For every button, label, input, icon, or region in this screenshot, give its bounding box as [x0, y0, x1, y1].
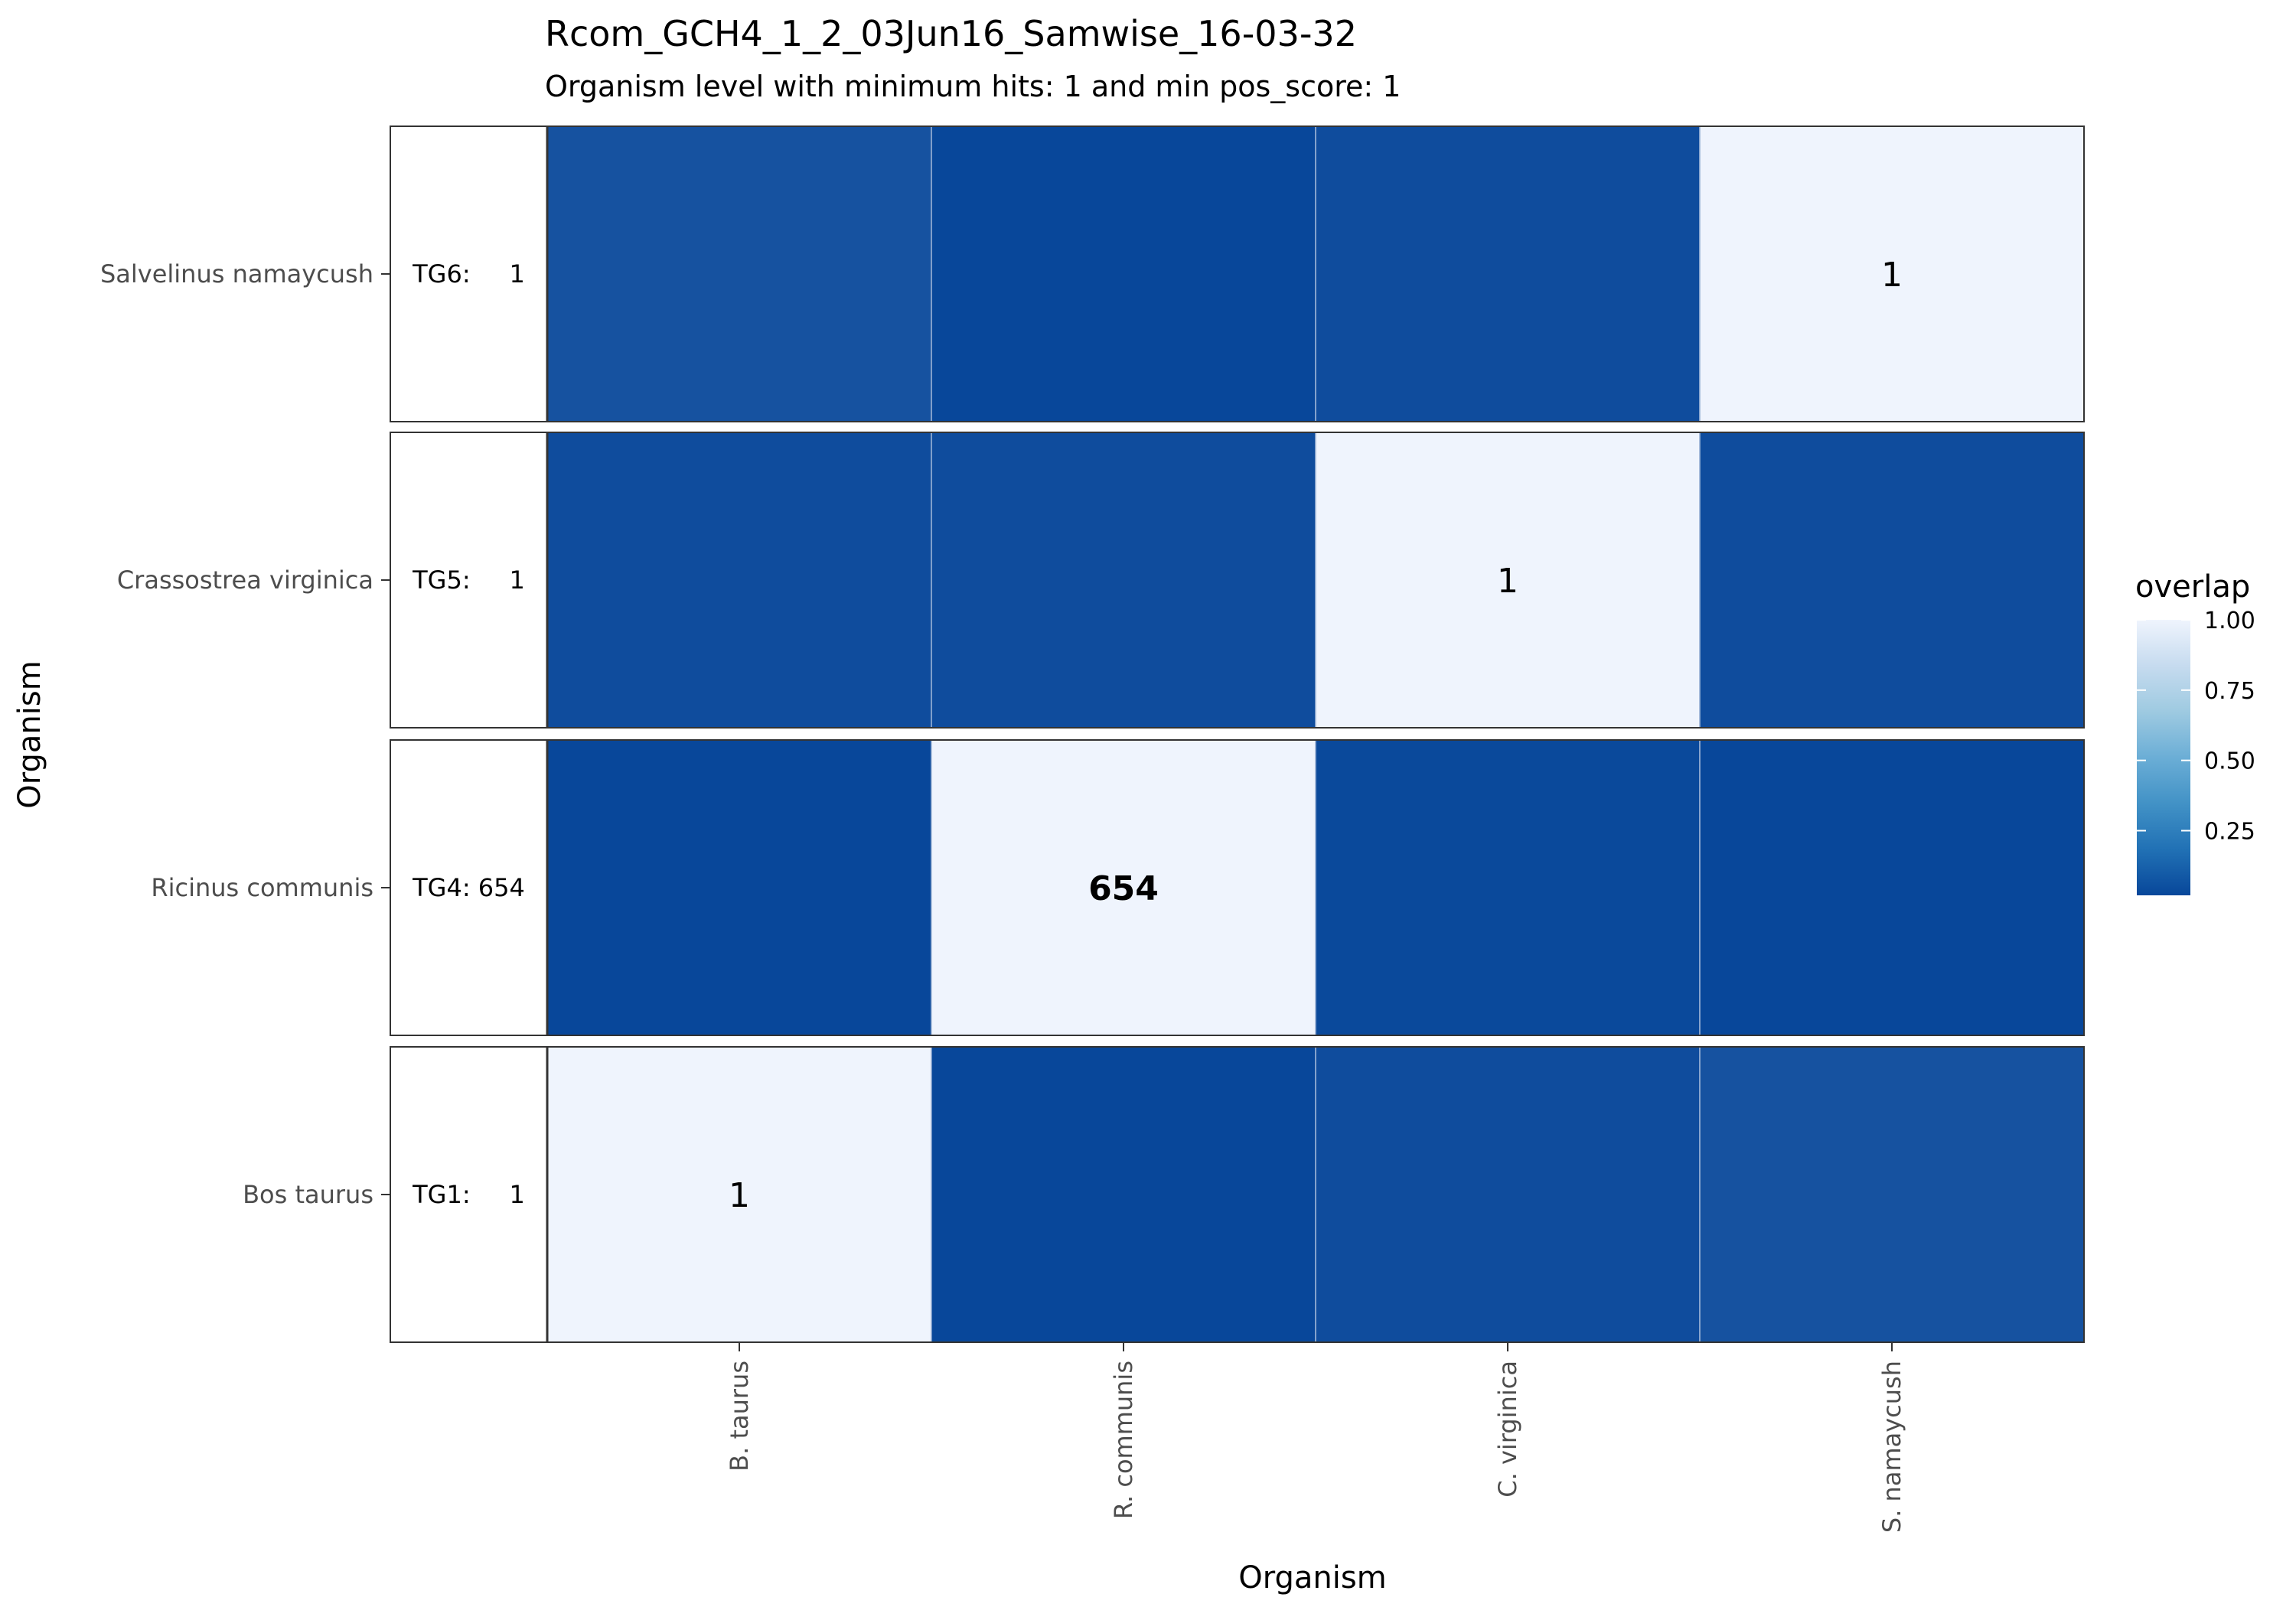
x-tick-label: S. namaycush: [1877, 1361, 1906, 1533]
heatmap-cell: [1315, 125, 1701, 422]
x-tick-label: C. virginica: [1493, 1361, 1522, 1498]
facet-strip: [390, 126, 547, 422]
legend-ticks: 1.00 0.75 0.50 0.25: [2137, 608, 2255, 846]
x-tick-label: R. communis: [1109, 1361, 1138, 1519]
heatmap-cell: [1315, 432, 1701, 729]
heatmap-cell: [546, 125, 932, 422]
cell-value-label: 1: [729, 1176, 750, 1215]
heatmap-cell: [1315, 739, 1701, 1036]
facet-row: TG5: 1 1 Crassostrea virginica: [117, 432, 2085, 729]
cell-value-label: 1: [1881, 256, 1903, 295]
heatmap-cell: [1699, 1046, 2085, 1343]
heatmap-cell: [1315, 1046, 1701, 1343]
heatmap-cell: [546, 739, 932, 1036]
facet-strip: [390, 740, 547, 1035]
legend-tick-label: 0.25: [2204, 819, 2255, 846]
x-tick-label: B. taurus: [725, 1361, 754, 1472]
facet-strip: [390, 432, 547, 728]
heatmap-cell: [931, 739, 1316, 1036]
x-axis-ticks: B. taurus R. communis C. virginica S. namay…: [725, 1342, 1906, 1533]
facet-strip: [390, 1047, 547, 1342]
cell-value-label: 654: [1088, 869, 1159, 908]
legend-title: overlap: [2135, 569, 2250, 605]
legend-tick-label: 0.50: [2204, 748, 2255, 775]
heatmap-cell: [1699, 125, 2085, 422]
chart-subtitle: Organism level with minimum hits: 1 and …: [545, 70, 1401, 103]
heatmap-cell: [931, 1046, 1316, 1343]
chart-title: Rcom_GCH4_1_2_03Jun16_Samwise_16-03-32: [545, 13, 1357, 54]
y-axis-title: Organism: [12, 660, 47, 808]
facet-strip-label: TG4: 654: [412, 873, 525, 902]
y-tick-label: Ricinus communis: [151, 873, 373, 902]
heatmap-cell: [546, 432, 932, 729]
facet-row: TG6: 1 1 Salvelinus namaycush: [100, 125, 2085, 422]
heatmap-cell: [1699, 432, 2085, 729]
color-legend: overlap 1.00 0.75 0.50 0.25: [2135, 569, 2255, 895]
facet-strip-label: TG5: 1: [412, 566, 525, 595]
facet-row: TG4: 654 654 Ricinus communis: [151, 739, 2085, 1036]
heatmap-cell: [1699, 739, 2085, 1036]
legend-colorbar: [2137, 620, 2190, 895]
cell-value-label: 1: [1497, 562, 1518, 601]
facet-row: TG1: 1 1 Bos taurus: [243, 1046, 2085, 1343]
legend-tick-label: 1.00: [2204, 608, 2255, 634]
heatmap-panels: TG6: 1 1 Salvelinus namaycush TG5: 1 1 Crasso…: [100, 125, 2085, 1343]
legend-tick-label: 0.75: [2204, 678, 2255, 705]
x-axis-title: Organism: [1238, 1560, 1386, 1596]
facet-strip-label: TG6: 1: [412, 259, 525, 288]
y-tick-label: Bos taurus: [243, 1180, 373, 1209]
facet-strip-label: TG1: 1: [412, 1180, 525, 1209]
y-tick-label: Salvelinus namaycush: [100, 259, 373, 288]
y-tick-label: Crassostrea virginica: [117, 566, 373, 595]
heatmap-cell: [931, 432, 1316, 729]
heatmap-cell: [931, 125, 1316, 422]
